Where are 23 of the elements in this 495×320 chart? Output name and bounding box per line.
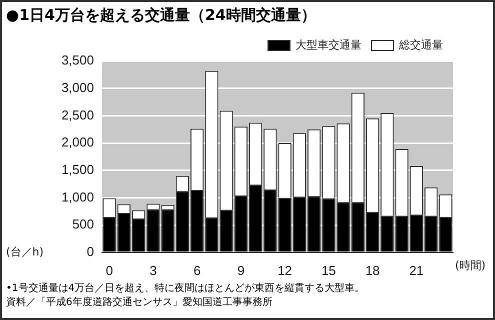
x-tick-label: 6 [193,262,201,278]
x-axis-title: (時間) [455,258,486,272]
x-tick-label: 15 [321,262,336,278]
y-tick-label: 3,000 [61,80,94,95]
y-tick-label: 1,000 [61,189,94,204]
legend-label: 大型車交通量 [296,38,362,52]
x-tick-label: 9 [237,262,245,278]
y-tick-label: 3,500 [61,52,94,68]
y-tick-label: 2,500 [61,107,94,122]
y-tick-label: 2,000 [61,134,94,150]
x-tick-label: 12 [278,262,292,278]
text: 資料／「平成6年度道路交通センサス」愛知国道工事事務所 [6,296,274,310]
x-tick-label: 3 [150,262,157,278]
x-tick-label: 21 [409,262,424,278]
y-axis-title: (台／h) [6,245,44,258]
y-tick-label: 500 [72,216,94,232]
x-tick-label: 0 [106,262,113,278]
y-tick-label: 1,500 [61,162,94,177]
text: •1号交通量は4万台／日を超え、特に夜間はほとんどが東西を縦貫する大型車。 [6,282,366,296]
y-tick-label: 0 [86,244,94,259]
x-tick-label: 18 [365,262,380,278]
legend-label: 総交通量 [398,38,443,52]
chart-title: ●1日4万台を超える交通量（24時間交通量） [5,5,317,26]
